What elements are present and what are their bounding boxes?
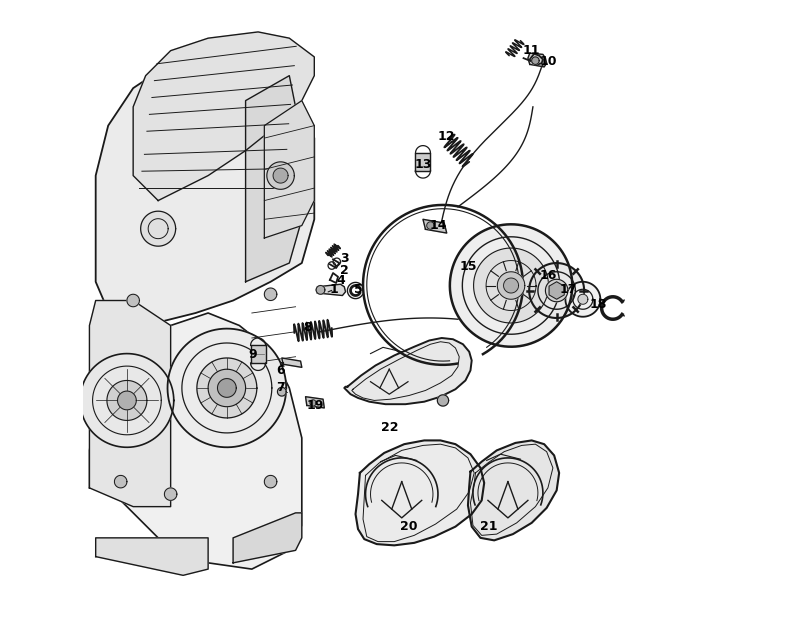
Polygon shape [107,381,147,421]
Text: 12: 12 [438,130,456,143]
Polygon shape [133,32,314,200]
Polygon shape [549,282,564,299]
Polygon shape [578,294,588,304]
Polygon shape [504,278,519,293]
Text: 1: 1 [330,283,339,295]
Polygon shape [566,282,600,317]
Polygon shape [141,211,176,246]
Text: 13: 13 [414,158,432,172]
Polygon shape [450,224,572,347]
Polygon shape [218,379,237,398]
Polygon shape [96,538,208,575]
Polygon shape [245,76,302,282]
Text: 7: 7 [276,381,285,394]
Polygon shape [316,285,325,294]
Polygon shape [96,51,314,326]
Text: 3: 3 [340,252,349,265]
Text: 18: 18 [589,298,607,310]
Polygon shape [278,387,286,396]
Polygon shape [89,300,171,506]
Text: 20: 20 [400,520,418,533]
Polygon shape [127,294,139,307]
Polygon shape [546,279,568,302]
Polygon shape [415,153,430,171]
Polygon shape [273,168,288,183]
Polygon shape [305,397,324,408]
Text: 11: 11 [523,44,540,57]
Text: 16: 16 [539,269,557,282]
Polygon shape [267,162,294,189]
Text: 8: 8 [304,322,312,334]
Polygon shape [251,346,266,363]
Polygon shape [529,263,584,318]
Polygon shape [474,248,548,323]
Polygon shape [80,354,174,448]
Polygon shape [208,369,245,407]
Polygon shape [437,395,448,406]
Polygon shape [426,222,434,229]
Polygon shape [344,338,471,404]
Polygon shape [310,400,316,406]
Text: 9: 9 [249,347,257,361]
Text: 22: 22 [380,421,398,434]
Polygon shape [89,313,302,569]
Polygon shape [197,358,257,418]
Text: 14: 14 [430,219,447,232]
Polygon shape [423,219,447,233]
Text: 6: 6 [276,364,285,377]
Polygon shape [282,358,302,367]
Polygon shape [165,488,177,500]
Polygon shape [264,288,277,300]
Text: 10: 10 [539,55,557,68]
Polygon shape [532,57,539,64]
Text: 17: 17 [559,283,577,295]
Polygon shape [115,475,127,488]
Polygon shape [264,101,314,238]
Text: 5: 5 [354,283,362,295]
Text: 2: 2 [340,264,349,277]
Polygon shape [233,513,302,563]
Text: 15: 15 [460,260,477,274]
Polygon shape [118,391,136,410]
Text: 21: 21 [480,520,498,533]
Polygon shape [498,272,524,299]
Text: 4: 4 [336,274,345,287]
Polygon shape [168,329,286,448]
Polygon shape [264,475,277,488]
Polygon shape [528,53,547,67]
Polygon shape [355,441,484,545]
Polygon shape [468,441,559,540]
Text: 19: 19 [307,399,324,412]
Polygon shape [316,284,346,295]
